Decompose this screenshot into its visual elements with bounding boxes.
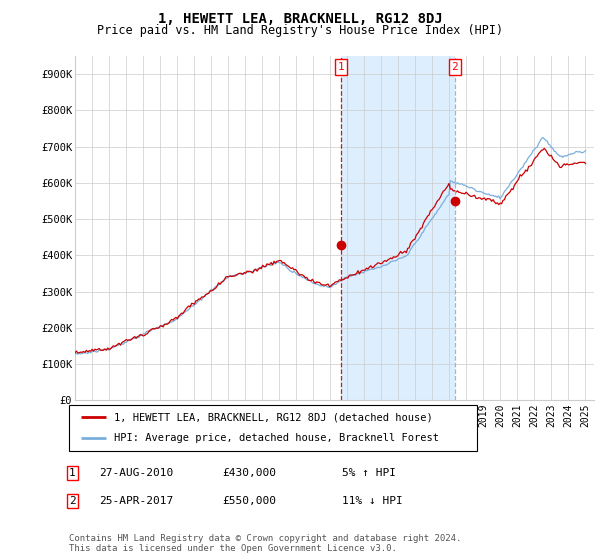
Text: Price paid vs. HM Land Registry's House Price Index (HPI): Price paid vs. HM Land Registry's House … bbox=[97, 24, 503, 36]
Text: 2: 2 bbox=[69, 496, 76, 506]
Text: HPI: Average price, detached house, Bracknell Forest: HPI: Average price, detached house, Brac… bbox=[114, 433, 439, 444]
Text: 1: 1 bbox=[338, 62, 344, 72]
Text: 27-AUG-2010: 27-AUG-2010 bbox=[99, 468, 173, 478]
Text: 1, HEWETT LEA, BRACKNELL, RG12 8DJ: 1, HEWETT LEA, BRACKNELL, RG12 8DJ bbox=[158, 12, 442, 26]
Text: £550,000: £550,000 bbox=[222, 496, 276, 506]
Text: Contains HM Land Registry data © Crown copyright and database right 2024.
This d: Contains HM Land Registry data © Crown c… bbox=[69, 534, 461, 553]
Text: 2: 2 bbox=[451, 62, 458, 72]
Text: 25-APR-2017: 25-APR-2017 bbox=[99, 496, 173, 506]
Text: 1, HEWETT LEA, BRACKNELL, RG12 8DJ (detached house): 1, HEWETT LEA, BRACKNELL, RG12 8DJ (deta… bbox=[114, 412, 433, 422]
Text: £430,000: £430,000 bbox=[222, 468, 276, 478]
Bar bbox=[341, 56, 455, 400]
Text: 5% ↑ HPI: 5% ↑ HPI bbox=[342, 468, 396, 478]
Text: 11% ↓ HPI: 11% ↓ HPI bbox=[342, 496, 403, 506]
Text: 1: 1 bbox=[69, 468, 76, 478]
